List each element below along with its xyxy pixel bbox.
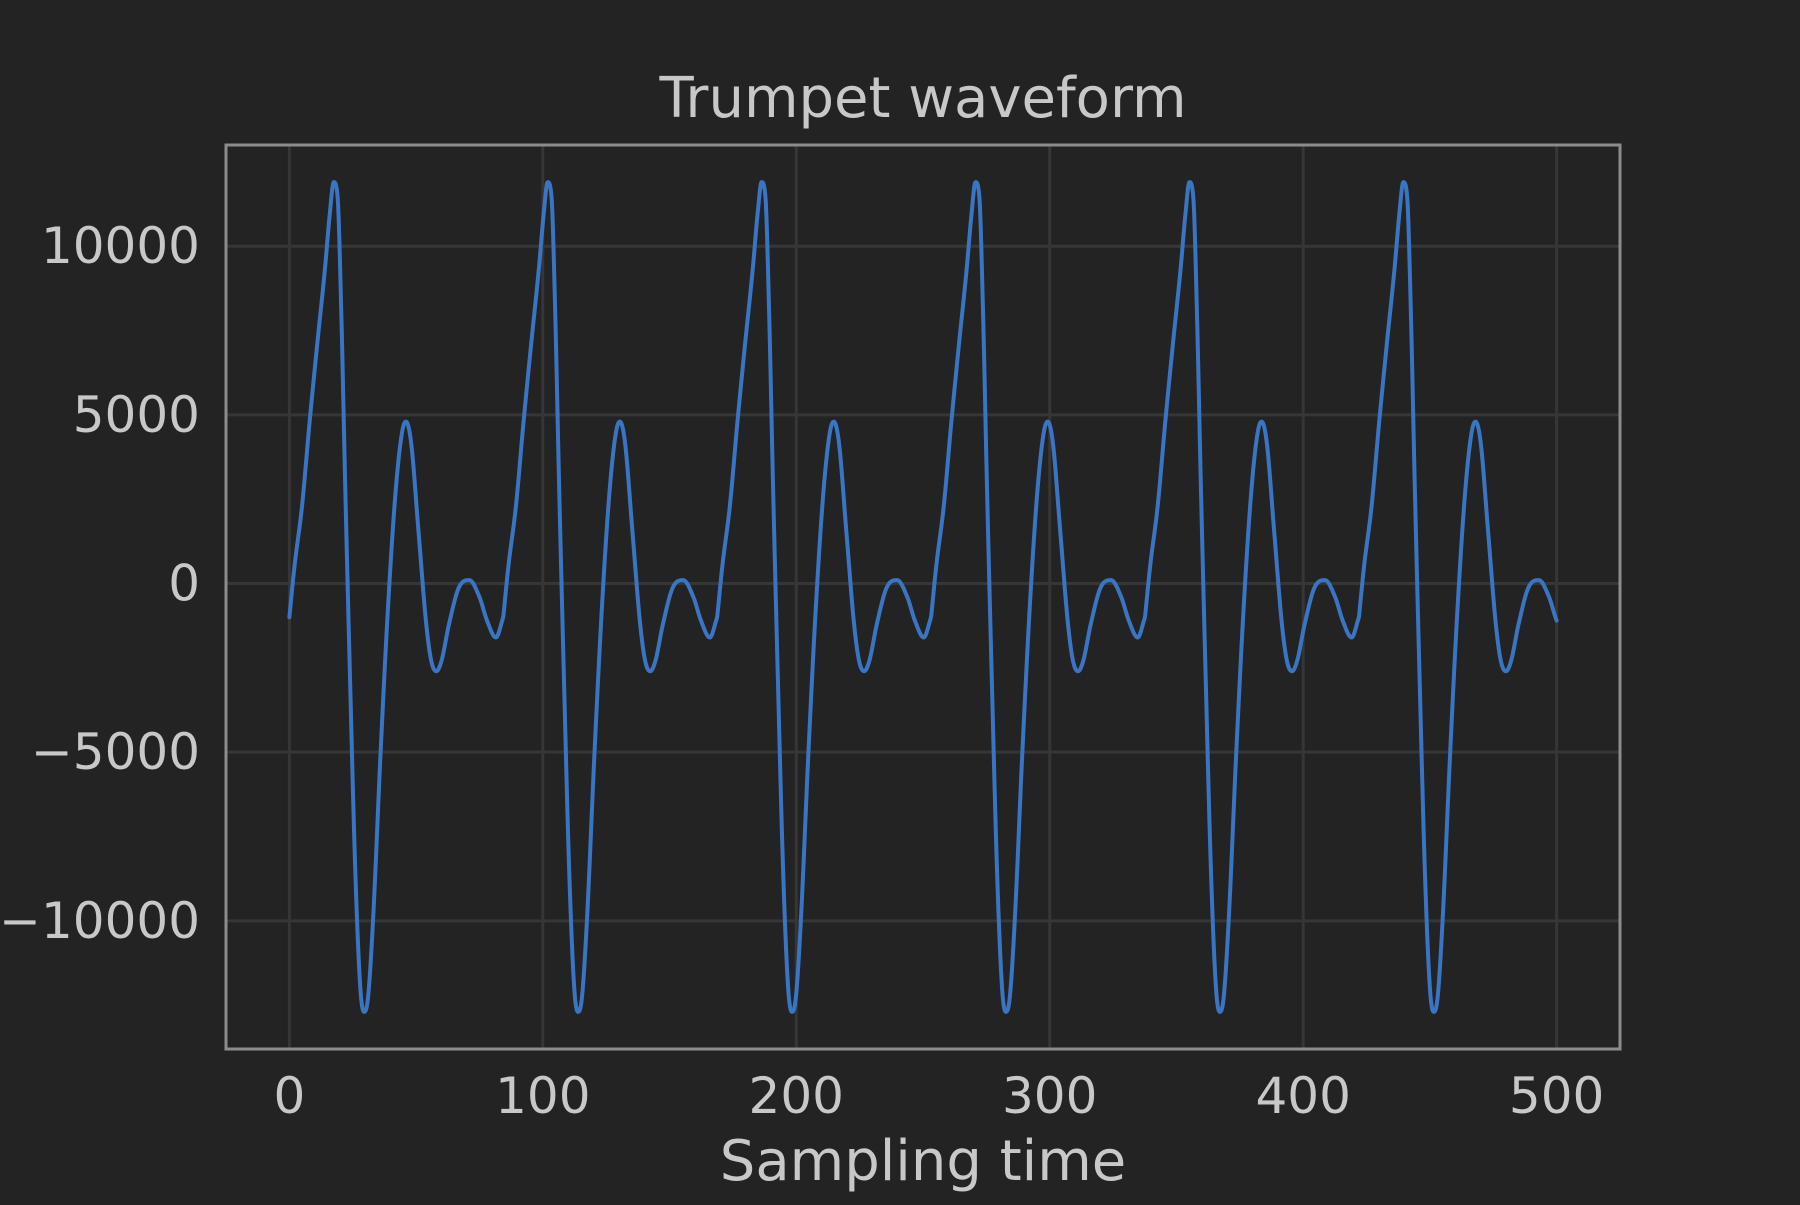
series-layer bbox=[287, 180, 1559, 1014]
x-axis-label: Sampling time bbox=[720, 1129, 1126, 1194]
x-tick-label: 100 bbox=[495, 1067, 590, 1125]
x-tick-label: 400 bbox=[1255, 1067, 1350, 1125]
chart-title: Trumpet waveform bbox=[658, 66, 1186, 131]
y-tick-label: 0 bbox=[168, 555, 200, 613]
x-tick-label: 200 bbox=[749, 1067, 844, 1125]
y-tick-label: 10000 bbox=[41, 217, 200, 275]
y-tick-label: −5000 bbox=[31, 723, 200, 781]
grid-layer bbox=[226, 145, 1620, 1049]
x-tick-label: 300 bbox=[1002, 1067, 1097, 1125]
x-tick-label: 0 bbox=[273, 1067, 305, 1125]
plot-frame bbox=[224, 143, 1622, 1051]
waveform-line bbox=[287, 180, 1559, 1014]
y-tick-label: −10000 bbox=[0, 892, 200, 950]
tick-layer: 0 100 200 300 400 500 10000 5000 0 −5000 −10000 bbox=[0, 217, 1604, 1125]
y-tick-label: 5000 bbox=[73, 386, 200, 444]
x-tick-label: 500 bbox=[1509, 1067, 1604, 1125]
